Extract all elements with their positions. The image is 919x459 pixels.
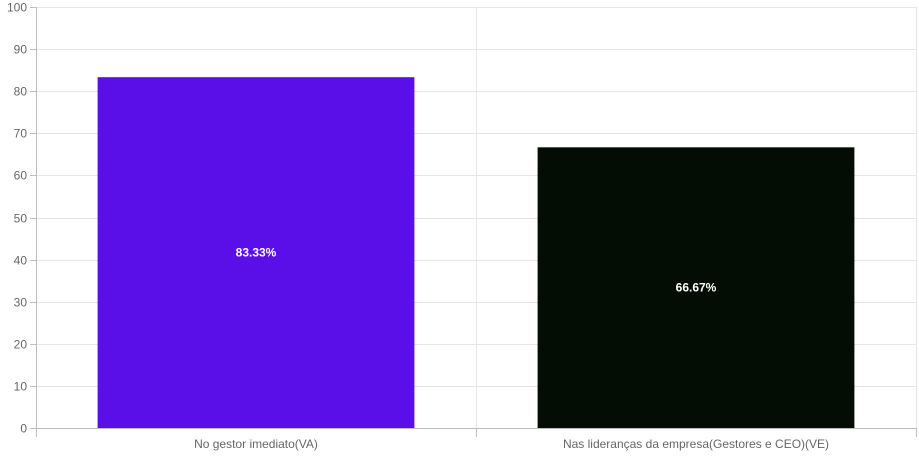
y-tick-label: 20 — [14, 338, 28, 352]
y-tick-label: 50 — [14, 212, 28, 226]
bar — [537, 147, 855, 428]
bars — [97, 77, 855, 429]
y-tick-label: 100 — [7, 1, 27, 15]
y-tick-label: 60 — [14, 169, 28, 183]
y-tick-label: 80 — [14, 85, 28, 99]
x-tick-label: No gestor imediato(VA) — [194, 437, 318, 451]
x-tick-label: Nas lideranças da empresa(Gestores e CEO… — [563, 437, 829, 451]
y-tick-label: 0 — [20, 422, 27, 436]
y-tick-label: 90 — [14, 43, 28, 57]
data-label: 66.67% — [676, 281, 717, 295]
y-tick-label: 10 — [14, 380, 28, 394]
bar — [97, 77, 415, 429]
data-label: 83.33% — [236, 246, 277, 260]
y-tick-label: 30 — [14, 296, 28, 310]
y-tick-label: 40 — [14, 254, 28, 268]
axes — [30, 7, 917, 437]
labels: 0 10 20 30 40 50 60 70 80 90 100 83.33% No gestor im… — [7, 1, 829, 452]
y-tick-label: 70 — [14, 127, 28, 141]
